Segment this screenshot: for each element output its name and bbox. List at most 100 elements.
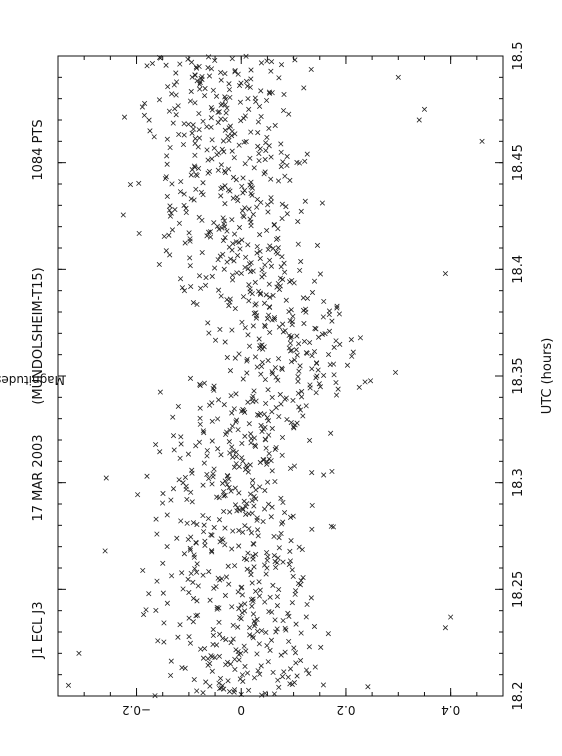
data-point [265, 209, 271, 215]
data-point [221, 168, 228, 174]
data-point [257, 484, 263, 490]
data-point [189, 59, 195, 65]
data-point [166, 232, 172, 238]
data-point [301, 338, 308, 344]
data-point [240, 529, 246, 535]
data-point [278, 264, 284, 270]
data-point [209, 549, 215, 555]
data-point [166, 207, 173, 213]
data-point [248, 436, 254, 442]
data-point [295, 374, 301, 380]
data-point [187, 263, 193, 269]
data-point [211, 466, 217, 472]
data-point [304, 295, 311, 302]
data-point [186, 615, 192, 621]
data-point [194, 521, 200, 528]
data-point [197, 79, 203, 86]
data-point [228, 488, 234, 494]
data-point [287, 548, 293, 554]
data-point [181, 121, 187, 127]
data-point [283, 297, 289, 303]
data-point [163, 174, 169, 180]
data-point [215, 397, 222, 403]
data-point [365, 684, 371, 690]
data-point [215, 119, 221, 126]
data-point [333, 379, 339, 386]
data-point [236, 224, 243, 231]
data-point [167, 213, 173, 219]
data-point [209, 418, 215, 424]
data-point [266, 281, 272, 287]
data-point [190, 520, 197, 526]
data-point [181, 288, 188, 294]
data-point [174, 535, 180, 541]
data-point [178, 178, 184, 185]
data-point [169, 573, 175, 579]
data-point [205, 157, 211, 163]
x-tick-label: 18.2 [511, 682, 526, 711]
data-point [239, 319, 245, 325]
data-point [258, 60, 265, 66]
data-point [177, 276, 184, 282]
data-point [244, 566, 250, 572]
y-axis-ticks: −0.2 0 0.2 0.4 [57, 56, 504, 717]
data-point [259, 267, 265, 273]
data-point [187, 640, 194, 646]
data-point [218, 77, 224, 83]
data-point [239, 183, 245, 189]
data-point [262, 599, 268, 605]
data-point [197, 405, 203, 411]
data-point [256, 579, 262, 585]
data-point [264, 134, 270, 140]
data-point [200, 529, 207, 535]
data-point [204, 447, 210, 454]
data-point [186, 634, 192, 640]
data-point [249, 633, 256, 639]
data-point [207, 660, 213, 667]
data-point [211, 524, 217, 531]
data-point [362, 379, 368, 385]
data-point [204, 233, 210, 239]
data-point [224, 429, 230, 435]
data-point [241, 115, 247, 121]
data-point [247, 286, 253, 292]
data-point [204, 124, 210, 130]
data-point [241, 608, 248, 614]
data-point [206, 73, 213, 79]
data-point [286, 345, 292, 351]
data-point [298, 578, 304, 584]
data-point [246, 526, 252, 532]
data-point [278, 530, 284, 537]
data-point [228, 661, 234, 667]
data-point [309, 526, 315, 532]
data-point [276, 684, 282, 690]
data-point [284, 162, 290, 169]
data-point [204, 147, 210, 153]
data-point [268, 195, 274, 201]
data-point [163, 62, 169, 68]
data-point [237, 614, 243, 621]
title-part: (MUNDOLSHEIM-T15) [31, 267, 46, 404]
data-point [266, 89, 272, 95]
x-tick-label: 18.3 [511, 468, 526, 497]
data-point [245, 96, 251, 102]
data-point [298, 630, 304, 636]
data-point [216, 631, 223, 637]
data-point [272, 558, 278, 565]
data-point [188, 570, 194, 577]
data-point [335, 386, 341, 392]
data-point [263, 629, 269, 636]
data-point [263, 400, 269, 407]
data-point [194, 612, 201, 618]
data-point [226, 137, 232, 143]
data-point [286, 308, 292, 315]
data-point [259, 359, 265, 365]
data-point [253, 487, 259, 493]
data-point [316, 334, 322, 340]
data-point [267, 329, 273, 336]
data-point [269, 468, 275, 474]
data-point [239, 440, 245, 446]
data-point [247, 491, 254, 497]
data-point [206, 229, 212, 235]
data-point [263, 571, 269, 577]
